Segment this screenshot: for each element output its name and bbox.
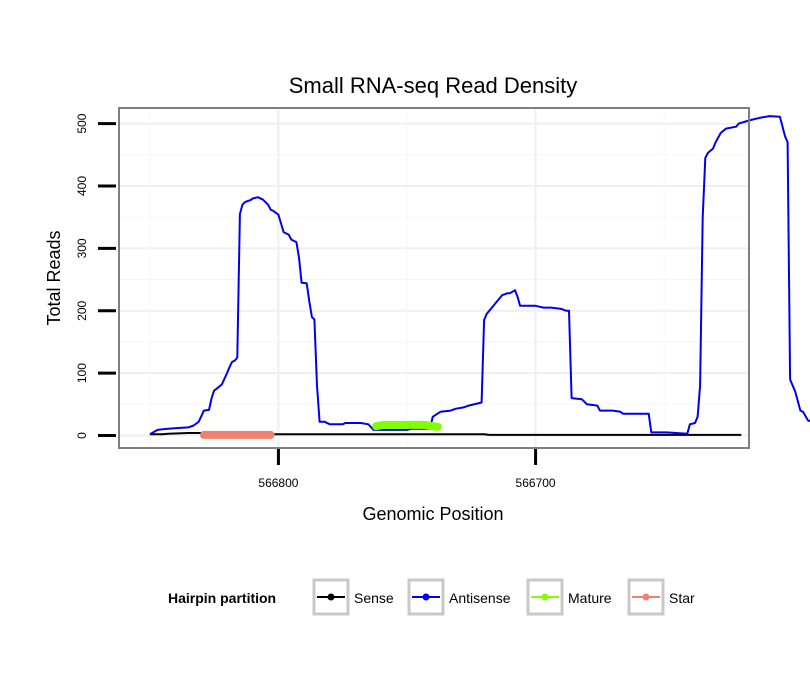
- legend-label: Antisense: [449, 590, 511, 606]
- legend-item-sense: Sense: [312, 578, 394, 616]
- legend-key-dot: [327, 593, 335, 601]
- legend: Hairpin partition Sense Antisense Mature St…: [168, 578, 695, 616]
- series-line-mature: [372, 420, 442, 431]
- chart-title: Small RNA-seq Read Density: [289, 73, 578, 98]
- legend-label: Sense: [354, 590, 394, 606]
- y-tick-label: 200: [75, 300, 89, 320]
- legend-item-antisense: Antisense: [407, 578, 511, 616]
- plot-border: [118, 107, 750, 449]
- series-lines: [149, 115, 810, 439]
- legend-key-dot: [541, 593, 549, 601]
- legend-title: Hairpin partition: [168, 590, 276, 606]
- legend-label: Star: [669, 590, 695, 606]
- y-tick-label: 400: [75, 176, 89, 196]
- legend-item-mature: Mature: [526, 578, 612, 616]
- plot-background: [119, 108, 749, 448]
- gridlines: [119, 108, 749, 448]
- x-axis: 566800 566700: [258, 449, 556, 490]
- legend-key-box: [526, 578, 564, 616]
- x-tick-label: 566700: [516, 476, 556, 490]
- x-tick-label: 566800: [258, 476, 298, 490]
- y-axis-title: Total Reads: [44, 230, 64, 325]
- legend-key-dot: [422, 593, 430, 601]
- series-line-antisense: [149, 115, 810, 436]
- y-tick-label: 300: [75, 238, 89, 258]
- y-tick-label: 500: [75, 113, 89, 133]
- y-tick-label: 0: [75, 432, 89, 439]
- legend-label: Mature: [568, 590, 612, 606]
- legend-key-dot: [642, 593, 650, 601]
- x-axis-title: Genomic Position: [362, 504, 503, 524]
- y-tick-label: 100: [75, 363, 89, 383]
- legend-item-star: Star: [627, 578, 695, 616]
- y-axis: 0 100 200 300 400 500: [75, 113, 116, 439]
